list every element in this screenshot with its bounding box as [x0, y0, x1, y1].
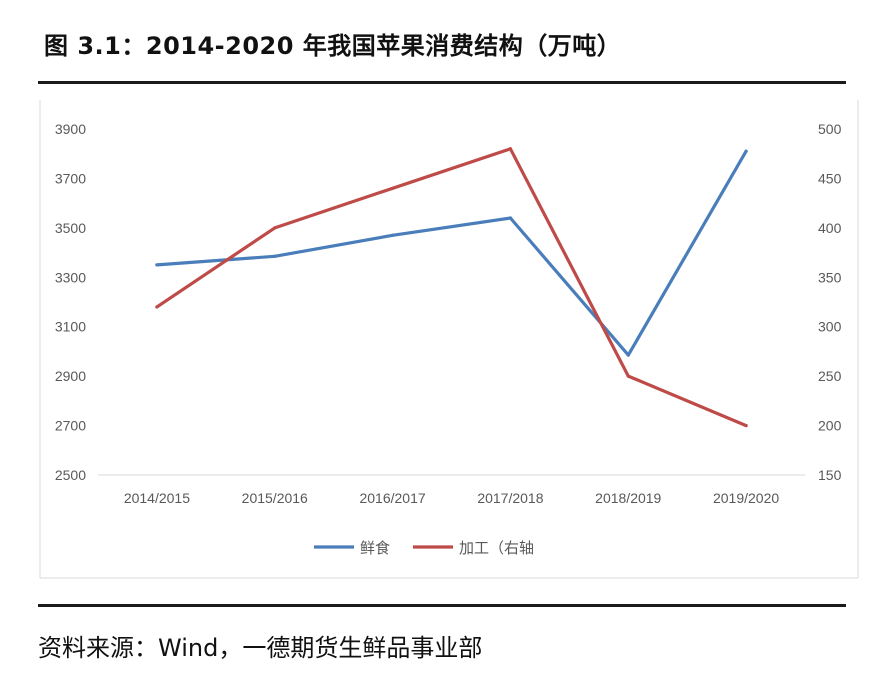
data-point	[273, 226, 277, 230]
data-point	[390, 186, 395, 190]
series-line-1	[155, 147, 748, 428]
x-tick-label: 2019/2020	[713, 490, 779, 506]
bottom-rule	[38, 604, 846, 607]
right-y-tick-label: 200	[818, 418, 842, 434]
data-point	[744, 149, 748, 153]
legend-label: 加工（右轴	[459, 539, 534, 557]
right-y-tick-label: 300	[818, 319, 842, 335]
data-point	[508, 216, 513, 220]
right-y-tick-label: 150	[818, 467, 842, 483]
data-point	[626, 374, 630, 378]
top-rule	[38, 81, 846, 84]
line-chart: 2500 2700 2900 3100 3300 3500 3700 3900 150 200 2…	[39, 100, 859, 579]
data-point	[273, 254, 277, 258]
right-y-tick-label: 400	[818, 220, 842, 236]
data-point	[626, 353, 630, 357]
legend: 鲜食 加工（右轴	[314, 539, 534, 557]
right-y-tick-label: 450	[818, 170, 842, 186]
left-y-tick-label: 3500	[55, 220, 86, 236]
series-line-0	[155, 149, 748, 357]
data-point	[155, 263, 159, 267]
right-axis-ticks: 150 200 250 300 350 400 450 500	[818, 121, 842, 483]
x-tick-label: 2014/2015	[124, 490, 190, 506]
right-y-tick-label: 350	[818, 269, 842, 285]
x-tick-label: 2016/2017	[359, 490, 425, 506]
figure-title: 图 3.1：2014-2020 年我国苹果消费结构（万吨）	[44, 32, 622, 60]
left-y-tick-label: 3700	[55, 170, 86, 186]
left-y-tick-label: 3300	[55, 269, 86, 285]
data-point	[155, 305, 159, 309]
x-tick-label: 2015/2016	[242, 490, 308, 506]
left-y-tick-label: 3900	[55, 121, 86, 137]
x-tick-label: 2017/2018	[477, 490, 543, 506]
right-y-tick-label: 500	[818, 121, 842, 137]
legend-label: 鲜食	[360, 539, 390, 557]
data-point	[744, 423, 748, 428]
left-y-tick-label: 2700	[55, 418, 86, 434]
data-point	[390, 233, 395, 237]
right-y-tick-label: 250	[818, 368, 842, 384]
data-point	[508, 147, 513, 151]
left-y-tick-label: 2500	[55, 467, 86, 483]
x-tick-label: 2018/2019	[595, 490, 661, 506]
left-axis-ticks: 2500 2700 2900 3100 3300 3500 3700 3900	[55, 121, 86, 483]
series-lines	[155, 147, 748, 428]
x-axis-ticks: 2014/2015 2015/2016 2016/2017 2017/2018 2018…	[124, 490, 780, 506]
left-y-tick-label: 2900	[55, 368, 86, 384]
source-note: 资料来源：Wind，一德期货生鲜品事业部	[38, 634, 483, 662]
left-y-tick-label: 3100	[55, 319, 86, 335]
